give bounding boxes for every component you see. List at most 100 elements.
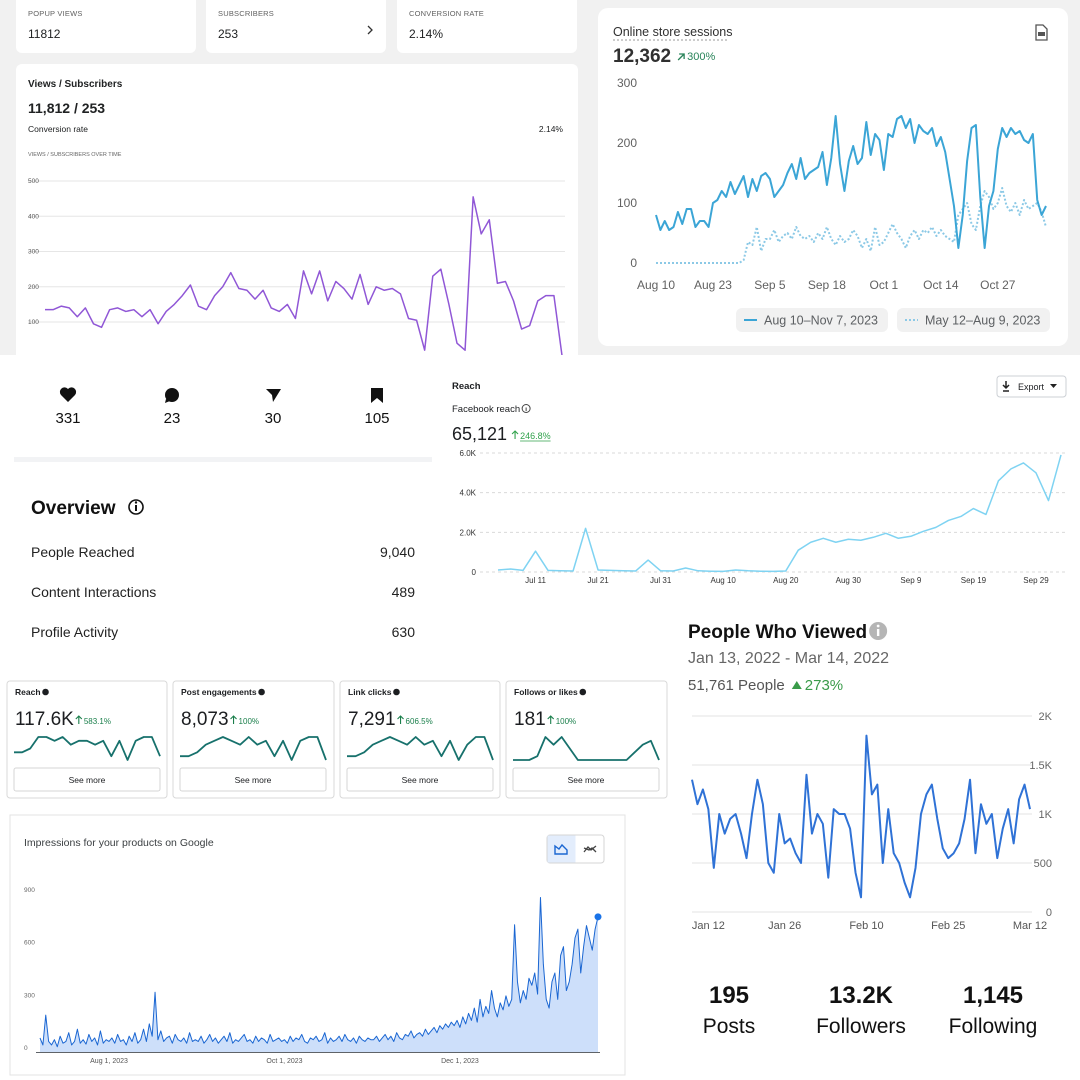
engagement-count: 30 xyxy=(265,410,282,427)
headline: 65,121 xyxy=(452,424,507,444)
y-tick-label: 100 xyxy=(617,196,637,210)
info-icon xyxy=(42,688,49,696)
stat-card[interactable] xyxy=(206,0,386,53)
row-value: 630 xyxy=(392,624,416,640)
line xyxy=(180,736,327,761)
x-tick-label: Dec 1, 2023 xyxy=(441,1058,479,1065)
headline: 51,761 People xyxy=(688,677,785,694)
change: 100% xyxy=(556,717,576,726)
y-tick-label: 1.5K xyxy=(1029,760,1052,772)
x-tick-label: Aug 1, 2023 xyxy=(90,1058,128,1065)
x-tick-label: Sep 29 xyxy=(1023,576,1049,585)
profile-stat-label: Following xyxy=(949,1015,1038,1038)
stat-label: POPUP VIEWS xyxy=(28,9,83,18)
x-tick-label: Oct 1 xyxy=(870,278,899,292)
card-title: Reach xyxy=(15,687,41,697)
x-tick-label: Oct 14 xyxy=(923,278,959,292)
area-icon xyxy=(554,843,568,855)
y-tick-label: 900 xyxy=(24,887,35,894)
card-title: Link clicks xyxy=(348,687,392,697)
row-value: 9,040 xyxy=(380,544,415,560)
change: 300% xyxy=(687,51,715,63)
stat-value: 253 xyxy=(218,27,238,41)
y-tick-label: 100 xyxy=(28,319,39,326)
x-tick-label: Jul 21 xyxy=(587,576,609,585)
engagement-count: 23 xyxy=(164,410,181,427)
y-tick-label: 0 xyxy=(24,1045,28,1052)
up-arrow-icon xyxy=(677,53,685,61)
x-tick-label: Jul 31 xyxy=(650,576,672,585)
x-tick-label: Aug 10 xyxy=(711,576,737,585)
stat-card xyxy=(16,0,196,53)
download-icon xyxy=(1002,381,1010,392)
chart-title: Impressions for your products on Google xyxy=(24,837,214,849)
x-tick-label: Aug 23 xyxy=(694,278,732,292)
button-label: See more xyxy=(402,775,439,785)
x-tick-label: Oct 1, 2023 xyxy=(266,1058,302,1065)
chevron-icon xyxy=(367,25,373,35)
line xyxy=(513,736,660,761)
chart-subtitle: Facebook reach xyxy=(452,404,520,415)
up-triangle-icon xyxy=(791,681,802,689)
up-arrow-icon xyxy=(397,715,404,724)
info-icon xyxy=(876,629,880,636)
chart-subtitle: VIEWS / SUBSCRIBERS OVER TIME xyxy=(28,152,122,158)
headline: 181 xyxy=(514,709,546,730)
profile-stat-value: 13.2K xyxy=(829,982,894,1009)
x-tick-label: Sep 5 xyxy=(754,278,786,292)
stat-value: 2.14% xyxy=(409,27,443,41)
chart-card xyxy=(16,64,578,364)
info-icon[interactable] xyxy=(128,499,144,515)
up-arrow-icon xyxy=(511,430,519,439)
button-label: Export xyxy=(1018,382,1045,392)
line xyxy=(45,196,563,355)
x-tick-label: Sep 19 xyxy=(961,576,987,585)
metric-label: Conversion rate xyxy=(28,124,88,134)
chart-title: Views / Subscribers xyxy=(28,79,123,90)
y-tick-label: 300 xyxy=(28,249,39,256)
line xyxy=(655,115,1047,249)
y-tick-label: 4.0K xyxy=(460,489,477,498)
x-tick-label: Feb 10 xyxy=(849,920,883,932)
row-label: Content Interactions xyxy=(31,584,156,600)
line xyxy=(14,736,161,761)
y-tick-label: 200 xyxy=(617,136,637,150)
y-tick-label: 300 xyxy=(24,992,35,999)
chart-plot: 100 200 300 400 500 xyxy=(28,178,565,355)
chart-title: Reach xyxy=(452,381,481,392)
comment-icon xyxy=(165,388,179,403)
chart-card xyxy=(598,8,1068,346)
line xyxy=(39,897,599,1048)
see-more-button[interactable] xyxy=(179,767,327,792)
up-arrow-icon xyxy=(75,715,83,724)
change: 606.5% xyxy=(406,717,433,726)
view-toggle-active[interactable] xyxy=(547,835,576,863)
export-button[interactable] xyxy=(996,375,1067,398)
y-tick-label: 1K xyxy=(1039,809,1053,821)
y-tick-label: 2K xyxy=(1039,711,1053,723)
button-label: See more xyxy=(235,775,272,785)
section-title: Overview xyxy=(31,498,116,519)
profile-stat-label: Posts xyxy=(703,1015,756,1038)
change: 246.8% xyxy=(520,431,551,441)
x-tick-label: Sep 18 xyxy=(808,278,846,292)
engagement-count: 331 xyxy=(55,410,80,427)
y-tick-label: 500 xyxy=(28,178,39,185)
headline: 12,362 xyxy=(613,46,671,67)
see-more-button[interactable] xyxy=(13,767,161,792)
see-more-button[interactable] xyxy=(512,767,660,792)
legend-item xyxy=(736,308,888,332)
y-tick-label: 0 xyxy=(1046,907,1052,919)
x-tick-label: Jan 26 xyxy=(768,920,801,932)
headline: 117.6K xyxy=(15,709,74,730)
profile-stat-label: Followers xyxy=(816,1015,906,1038)
y-tick-label: 200 xyxy=(28,284,39,291)
caret-icon xyxy=(1050,384,1057,388)
export-icon[interactable] xyxy=(1035,24,1048,41)
y-tick-label: 0 xyxy=(630,256,637,270)
share-icon xyxy=(266,389,281,402)
see-more-button[interactable] xyxy=(346,767,494,792)
x-tick-label: Aug 30 xyxy=(836,576,862,585)
line xyxy=(497,454,1062,573)
